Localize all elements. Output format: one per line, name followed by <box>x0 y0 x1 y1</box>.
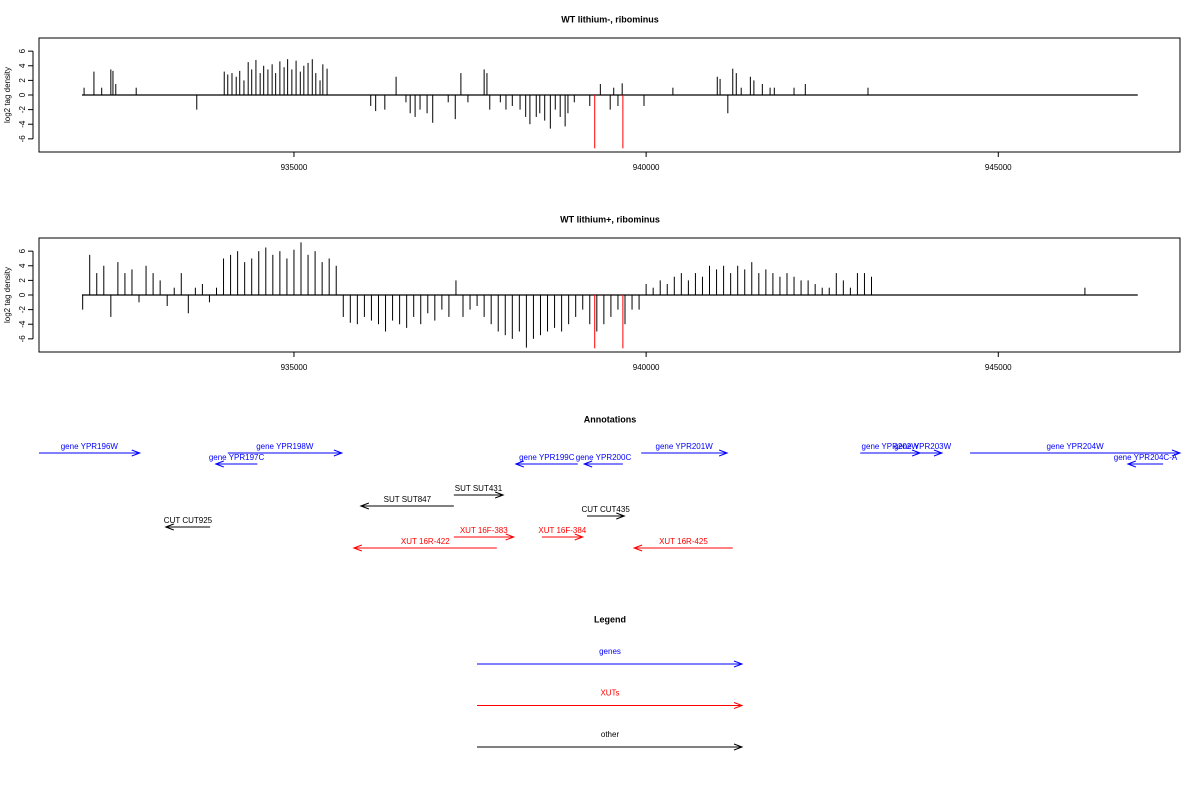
y-tick-label: -2 <box>18 306 27 314</box>
annotation-label: XUT 16F-384 <box>538 526 586 535</box>
y-tick-label: -4 <box>18 120 27 128</box>
arrow-head <box>632 544 643 552</box>
arrow-head <box>1171 449 1182 457</box>
arrow-head <box>214 460 224 468</box>
annotation-label: gene YPR204C-A <box>1114 453 1178 462</box>
arrow-head <box>733 660 744 668</box>
annotation-label: CUT CUT435 <box>581 505 630 514</box>
y-tick-label: 2 <box>18 278 27 283</box>
y-tick-label: 0 <box>18 92 27 97</box>
annotation-label: CUT CUT925 <box>164 516 213 525</box>
annotation-label: gene YPR202W <box>862 442 920 451</box>
x-tick-label: 945000 <box>985 163 1012 172</box>
annotation-label: gene YPR200C <box>576 453 632 462</box>
arrow-head <box>494 491 505 499</box>
legend-label: genes <box>599 647 621 656</box>
annotation-label: gene YPR203W <box>894 442 952 451</box>
chart-title: WT lithium-, ribominus <box>561 14 659 24</box>
legend-label: XUTs <box>600 689 619 698</box>
legend-title: Legend <box>594 614 626 624</box>
annotation-label: XUT 16R-422 <box>401 537 450 546</box>
y-axis-label: log2 tag density <box>3 67 12 123</box>
annotations-title: Annotations <box>584 414 637 424</box>
arrow-head <box>505 533 516 541</box>
arrow-head <box>359 502 370 510</box>
arrow-head <box>1126 460 1137 468</box>
y-axis-label: log2 tag density <box>3 267 12 323</box>
y-tick-label: -6 <box>18 335 27 343</box>
arrow-head <box>352 544 363 552</box>
annotation-label: gene YPR201W <box>656 442 714 451</box>
arrow-head <box>164 523 174 531</box>
x-tick-label: 940000 <box>633 363 660 372</box>
arrow-head <box>131 449 142 457</box>
y-tick-label: 4 <box>18 63 27 68</box>
arrow-head <box>616 512 626 520</box>
x-tick-label: 935000 <box>281 363 308 372</box>
annotation-label: SUT SUT431 <box>455 484 503 493</box>
legend-label: other <box>601 730 620 739</box>
arrow-head <box>574 533 585 541</box>
arrow-head <box>514 460 525 468</box>
arrow-head <box>733 702 744 709</box>
y-tick-label: -6 <box>18 135 27 143</box>
arrow-head <box>718 449 729 457</box>
chart-title: WT lithium+, ribominus <box>560 214 660 224</box>
y-tick-label: 4 <box>18 263 27 268</box>
annotation-label: XUT 16F-383 <box>460 526 508 535</box>
x-tick-label: 945000 <box>985 363 1012 372</box>
annotation-label: gene YPR196W <box>61 442 119 451</box>
plot-box <box>38 237 1181 353</box>
arrow-head <box>582 460 593 468</box>
y-tick-label: 6 <box>18 48 27 53</box>
arrow-head <box>333 449 344 457</box>
annotation-label: gene YPR197C <box>209 453 265 462</box>
annotation-label: gene YPR204W <box>1046 442 1104 451</box>
annotation-label: gene YPR198W <box>256 442 314 451</box>
plot-box <box>38 37 1181 153</box>
annotation-label: SUT SUT847 <box>384 495 432 504</box>
arrow-head <box>933 449 944 457</box>
y-tick-label: 6 <box>18 248 27 253</box>
y-tick-label: 2 <box>18 78 27 83</box>
y-tick-label: -2 <box>18 106 27 114</box>
annotation-label: gene YPR199C <box>519 453 575 462</box>
y-tick-label: -4 <box>18 320 27 328</box>
x-tick-label: 940000 <box>633 163 660 172</box>
annotation-label: XUT 16R-425 <box>659 537 708 546</box>
arrow-head <box>733 743 744 751</box>
x-tick-label: 935000 <box>281 163 308 172</box>
y-tick-label: 0 <box>18 292 27 297</box>
